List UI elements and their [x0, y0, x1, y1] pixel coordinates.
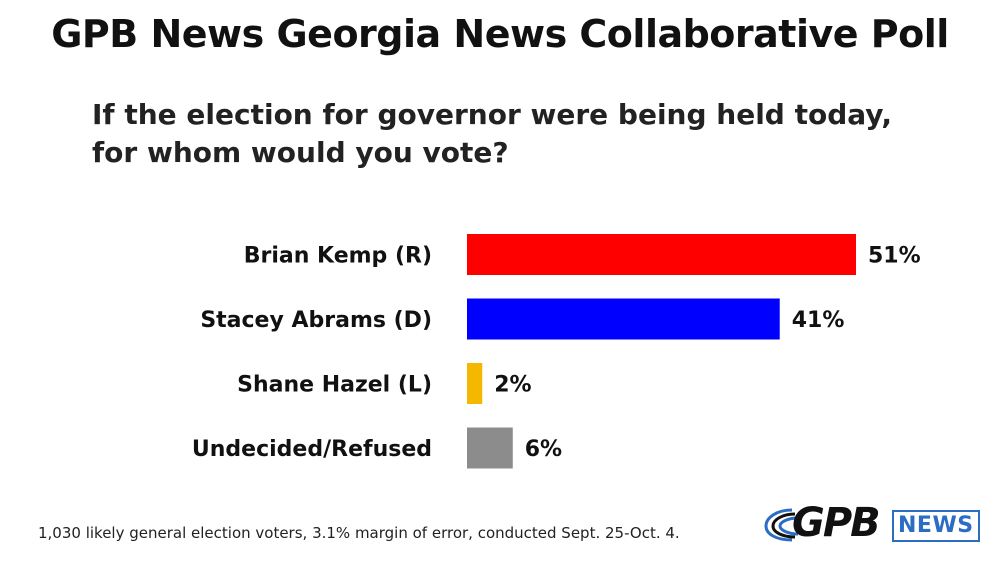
- category-label: Brian Kemp (R): [244, 244, 432, 269]
- chart-title: GPB News Georgia News Collaborative Poll: [51, 12, 949, 56]
- footnote: 1,030 likely general election voters, 3.…: [38, 524, 680, 542]
- bar: [467, 298, 780, 340]
- bar: [467, 363, 483, 404]
- logo-gpb-text: GPB: [792, 500, 881, 546]
- gpb-news-logo: GPB NEWS: [762, 500, 980, 546]
- category-label: Shane Hazel (L): [237, 373, 432, 398]
- poll-question: If the election for governor were being …: [92, 96, 952, 172]
- value-label: 6%: [525, 437, 562, 462]
- category-label: Undecided/Refused: [192, 437, 432, 462]
- poll-question-line-2: for whom would you vote?: [92, 136, 509, 169]
- bar: [467, 234, 856, 275]
- poll-question-line-1: If the election for governor were being …: [92, 98, 892, 131]
- value-label: 41%: [792, 308, 845, 333]
- swoosh-icon: [764, 508, 799, 542]
- logo-news-badge: NEWS: [892, 510, 980, 542]
- bar: [467, 427, 513, 469]
- category-label: Stacey Abrams (D): [200, 308, 432, 333]
- value-label: 2%: [494, 373, 531, 398]
- value-label: 51%: [868, 244, 921, 269]
